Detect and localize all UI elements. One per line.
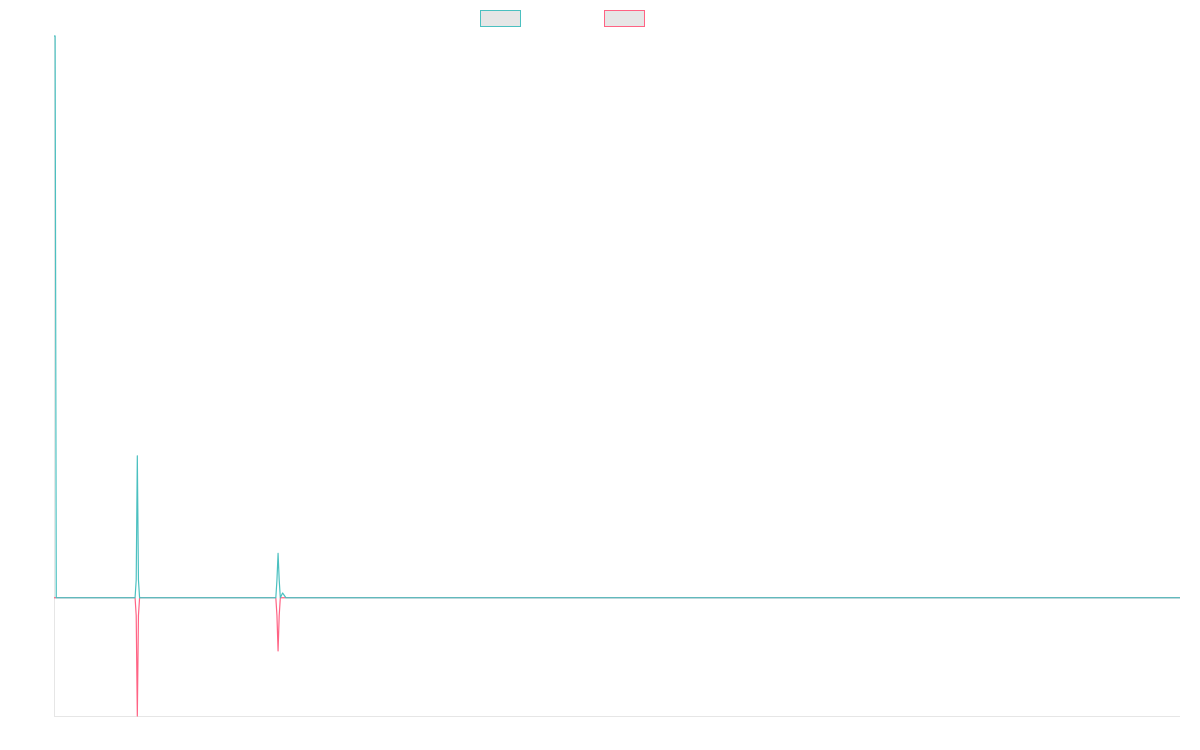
series-line-2: [54, 597, 1180, 717]
series-line-1: [54, 35, 1180, 599]
legend-swatch-1[interactable]: [480, 10, 521, 27]
legend-swatch-2[interactable]: [604, 10, 645, 27]
series-layer: [54, 35, 1180, 717]
legend: [480, 10, 645, 27]
